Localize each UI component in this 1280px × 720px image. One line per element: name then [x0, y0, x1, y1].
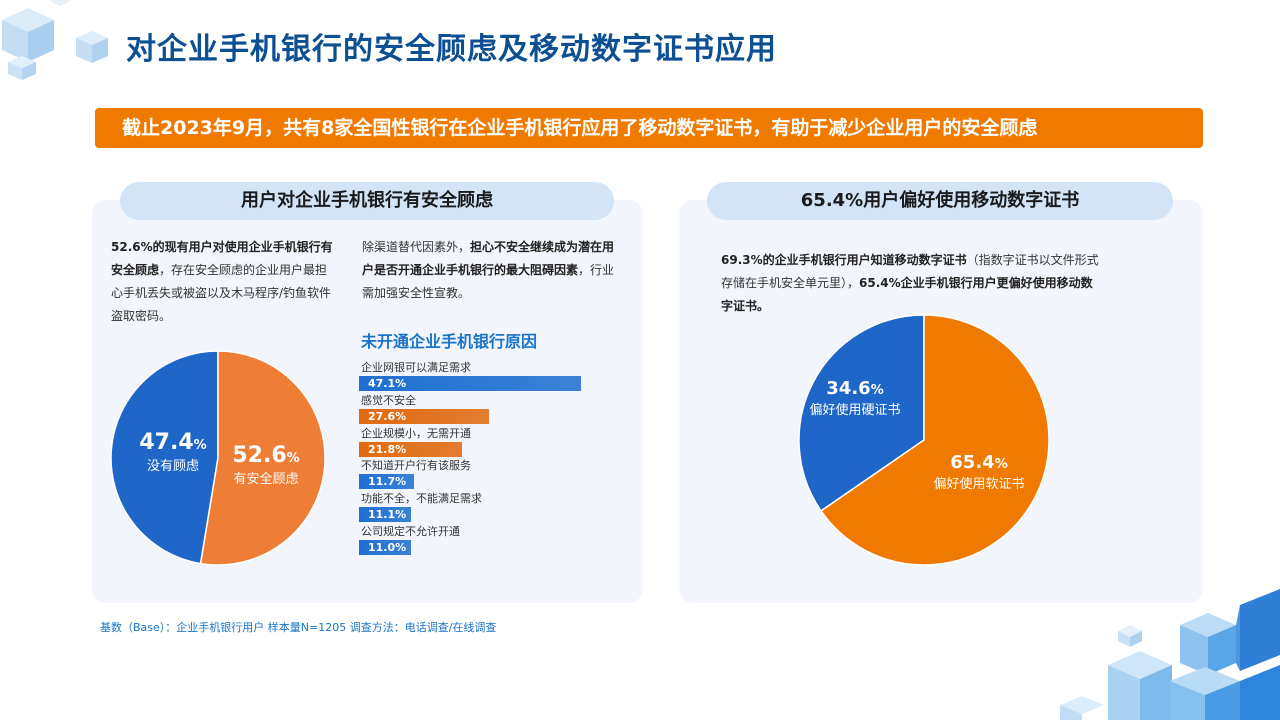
bar-value-label: 27.6%: [368, 409, 407, 423]
page-title: 对企业手机银行的安全顾虑及移动数字证书应用: [126, 32, 777, 67]
bar-chart-title: 未开通企业手机银行原因: [361, 332, 538, 351]
pie-left-no-concern-value: 47.4: [139, 430, 194, 455]
pie-right-hard-cert-value: 34.6: [826, 378, 871, 399]
bar-category-label: 功能不全，不能满足需求: [361, 492, 482, 506]
left-paragraph-2: 除渠道替代因素外，担心不安全继续成为潜在用户是否开通企业手机银行的最大阻碍因素，…: [362, 236, 618, 305]
right-paragraph-highlight-1: 69.3%的企业手机银行用户知道移动数字证书: [721, 253, 967, 267]
footnote: 基数（Base）：企业手机银行用户 样本量N=1205 调查方法：电话调查/在线…: [100, 621, 497, 634]
left-paragraph-2-highlight: 担心不安全继续成为潜在用户是否开通企业手机银行的最大阻碍因素: [362, 240, 615, 277]
pie-slice-hard-cert: [798, 314, 925, 512]
bar-category-label: 企业网银可以满足需求: [361, 361, 471, 374]
pie-right-hard-cert-caption: 偏好使用硬证书: [809, 403, 901, 418]
bar-value-label: 47.1%: [368, 377, 407, 390]
left-paragraph-2-start: 除渠道替代因素外，: [362, 240, 471, 254]
bar-category-label: 感觉不安全: [361, 393, 416, 407]
left-panel-heading: 用户对企业手机银行有安全顾虑: [120, 182, 614, 220]
right-paragraph: 69.3%的企业手机银行用户知道移动数字证书（指数字证书以文件形式存储在手机安全…: [721, 249, 1101, 318]
left-paragraph-1-highlight: 52.6%的现有用户对使用企业手机银行有安全顾虑: [111, 240, 333, 277]
summary-banner: 截止2023年9月，共有8家全国性银行在企业手机银行应用了移动数字证书，有助于减…: [95, 108, 1203, 148]
decorative-cubes-top-left: [2, 0, 108, 80]
bar-value-label: 11.1%: [368, 508, 407, 522]
bar-value-label: 11.0%: [368, 541, 407, 554]
pie-slice-concern: [199, 350, 326, 566]
pie-left-concern-unit: %: [286, 451, 300, 466]
left-paragraph-2-end: ，行业需加强安全性宣教。: [362, 263, 615, 300]
bar: [359, 441, 462, 457]
pie-right-label-hard-cert: 34.6% 偏好使用硬证书: [803, 378, 907, 418]
pie-right-label-soft-cert: 65.4% 偏好使用软证书: [927, 452, 1031, 492]
pie-right-hard-cert-unit: %: [870, 383, 884, 398]
pie-left-no-concern-caption: 没有顾虑: [146, 459, 199, 474]
pie-right-soft-cert-caption: 偏好使用软证书: [933, 477, 1025, 492]
right-paragraph-highlight-2: 65.4%企业手机银行用户更偏好使用移动数字证书。: [721, 276, 1093, 313]
pie-right-soft-cert-unit: %: [994, 457, 1008, 472]
pie-left-label-concern: 52.6% 有安全顾虑: [226, 443, 306, 487]
pie-left-label-no-concern: 47.4% 没有顾虑: [138, 430, 208, 474]
pie-slice-soft-cert: [820, 314, 1050, 566]
bar-value-label: 11.7%: [368, 475, 407, 489]
pie-left-concern-value: 52.6: [232, 443, 287, 468]
bar: [359, 376, 581, 391]
left-paragraph-1-text: ，存在安全顾虑的企业用户最担心手机丢失或被盗以及木马程序/钓鱼软件盗取密码。: [111, 263, 332, 323]
bar: [359, 408, 490, 424]
decorative-cubes-bottom-right: [1060, 589, 1280, 720]
bar: [359, 507, 412, 523]
bar-category-label: 公司规定不允许开通: [361, 525, 460, 538]
left-paragraph-1: 52.6%的现有用户对使用企业手机银行有安全顾虑，存在安全顾虑的企业用户最担心手…: [111, 236, 337, 328]
bar: [359, 474, 415, 490]
right-paragraph-text: （指数字证书以文件形式存储在手机安全单元里），: [721, 253, 1099, 290]
right-panel-heading: 65.4%用户偏好使用移动数字证书: [707, 182, 1173, 220]
certificate-pie-chart: [798, 314, 1050, 566]
bar-value-label: 21.8%: [368, 442, 407, 456]
pie-slice-no-concern: [110, 350, 219, 565]
bar-category-label: 不知道开户行有该服务: [361, 459, 471, 473]
pie-right-soft-cert-value: 65.4: [950, 452, 995, 473]
concern-pie-chart: [110, 350, 326, 566]
pie-left-concern-caption: 有安全顾虑: [233, 472, 299, 487]
pie-left-no-concern-unit: %: [193, 438, 207, 453]
bar: [359, 540, 411, 555]
bar-category-label: 企业规模小，无需开通: [361, 426, 471, 440]
